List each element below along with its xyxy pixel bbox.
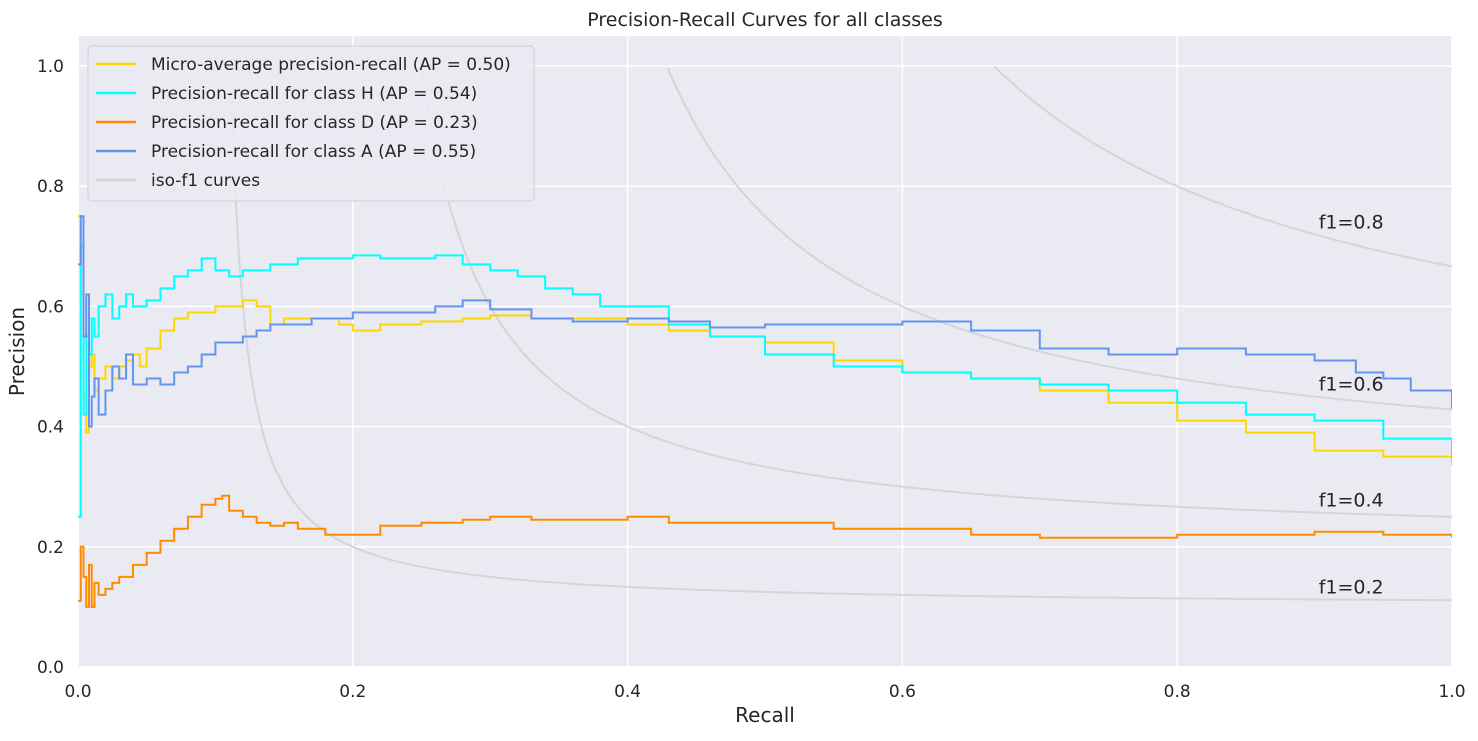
iso-f1-label: f1=0.2 xyxy=(1319,576,1384,598)
iso-f1-label: f1=0.8 xyxy=(1319,211,1384,233)
series-lines xyxy=(78,215,1452,608)
legend-label: Precision-recall for class D (AP = 0.23) xyxy=(151,113,478,133)
y-tick-label: 0.0 xyxy=(37,658,64,678)
grid-lines xyxy=(77,36,1453,668)
legend-label: Micro-average precision-recall (AP = 0.5… xyxy=(151,55,511,75)
iso-f1-curves xyxy=(230,66,1452,602)
y-tick-label: 0.2 xyxy=(37,538,64,558)
series-line-1 xyxy=(78,245,1452,518)
series-line-2 xyxy=(78,494,1452,608)
y-tick-label: 1.0 xyxy=(37,57,64,77)
chart-title: Precision-Recall Curves for all classes xyxy=(587,9,943,31)
x-axis-title: Recall xyxy=(735,703,795,727)
y-tick-label: 0.6 xyxy=(37,297,64,317)
legend-label: Precision-recall for class H (AP = 0.54) xyxy=(151,84,477,104)
x-tick-label: 1.0 xyxy=(1438,682,1465,702)
x-tick-label: 0.8 xyxy=(1164,682,1191,702)
x-tick-labels: 0.0 0.2 0.4 0.6 0.8 1.0 xyxy=(64,682,1465,702)
iso-f1-curve xyxy=(421,70,1452,518)
y-axis-title: Precision xyxy=(5,307,29,396)
x-tick-label: 0.6 xyxy=(889,682,916,702)
y-tick-label: 0.8 xyxy=(37,177,64,197)
legend-box xyxy=(87,45,535,202)
legend: Micro-average precision-recall (AP = 0.5… xyxy=(87,45,535,202)
legend-label: Precision-recall for class A (AP = 0.55) xyxy=(151,142,476,162)
x-tick-label: 0.0 xyxy=(64,682,91,702)
iso-f1-label: f1=0.6 xyxy=(1319,374,1384,396)
legend-label: iso-f1 curves xyxy=(151,171,260,191)
x-tick-label: 0.2 xyxy=(339,682,366,702)
iso-f1-label: f1=0.4 xyxy=(1319,489,1384,511)
series-line-3 xyxy=(78,215,1452,428)
iso-f1-curve xyxy=(230,89,1452,602)
iso-f1-curve xyxy=(993,66,1452,268)
y-tick-labels: 0.0 0.2 0.4 0.6 0.8 1.0 xyxy=(37,57,64,678)
y-tick-label: 0.4 xyxy=(37,418,64,438)
iso-f1-curve xyxy=(666,67,1452,411)
x-tick-label: 0.4 xyxy=(614,682,641,702)
